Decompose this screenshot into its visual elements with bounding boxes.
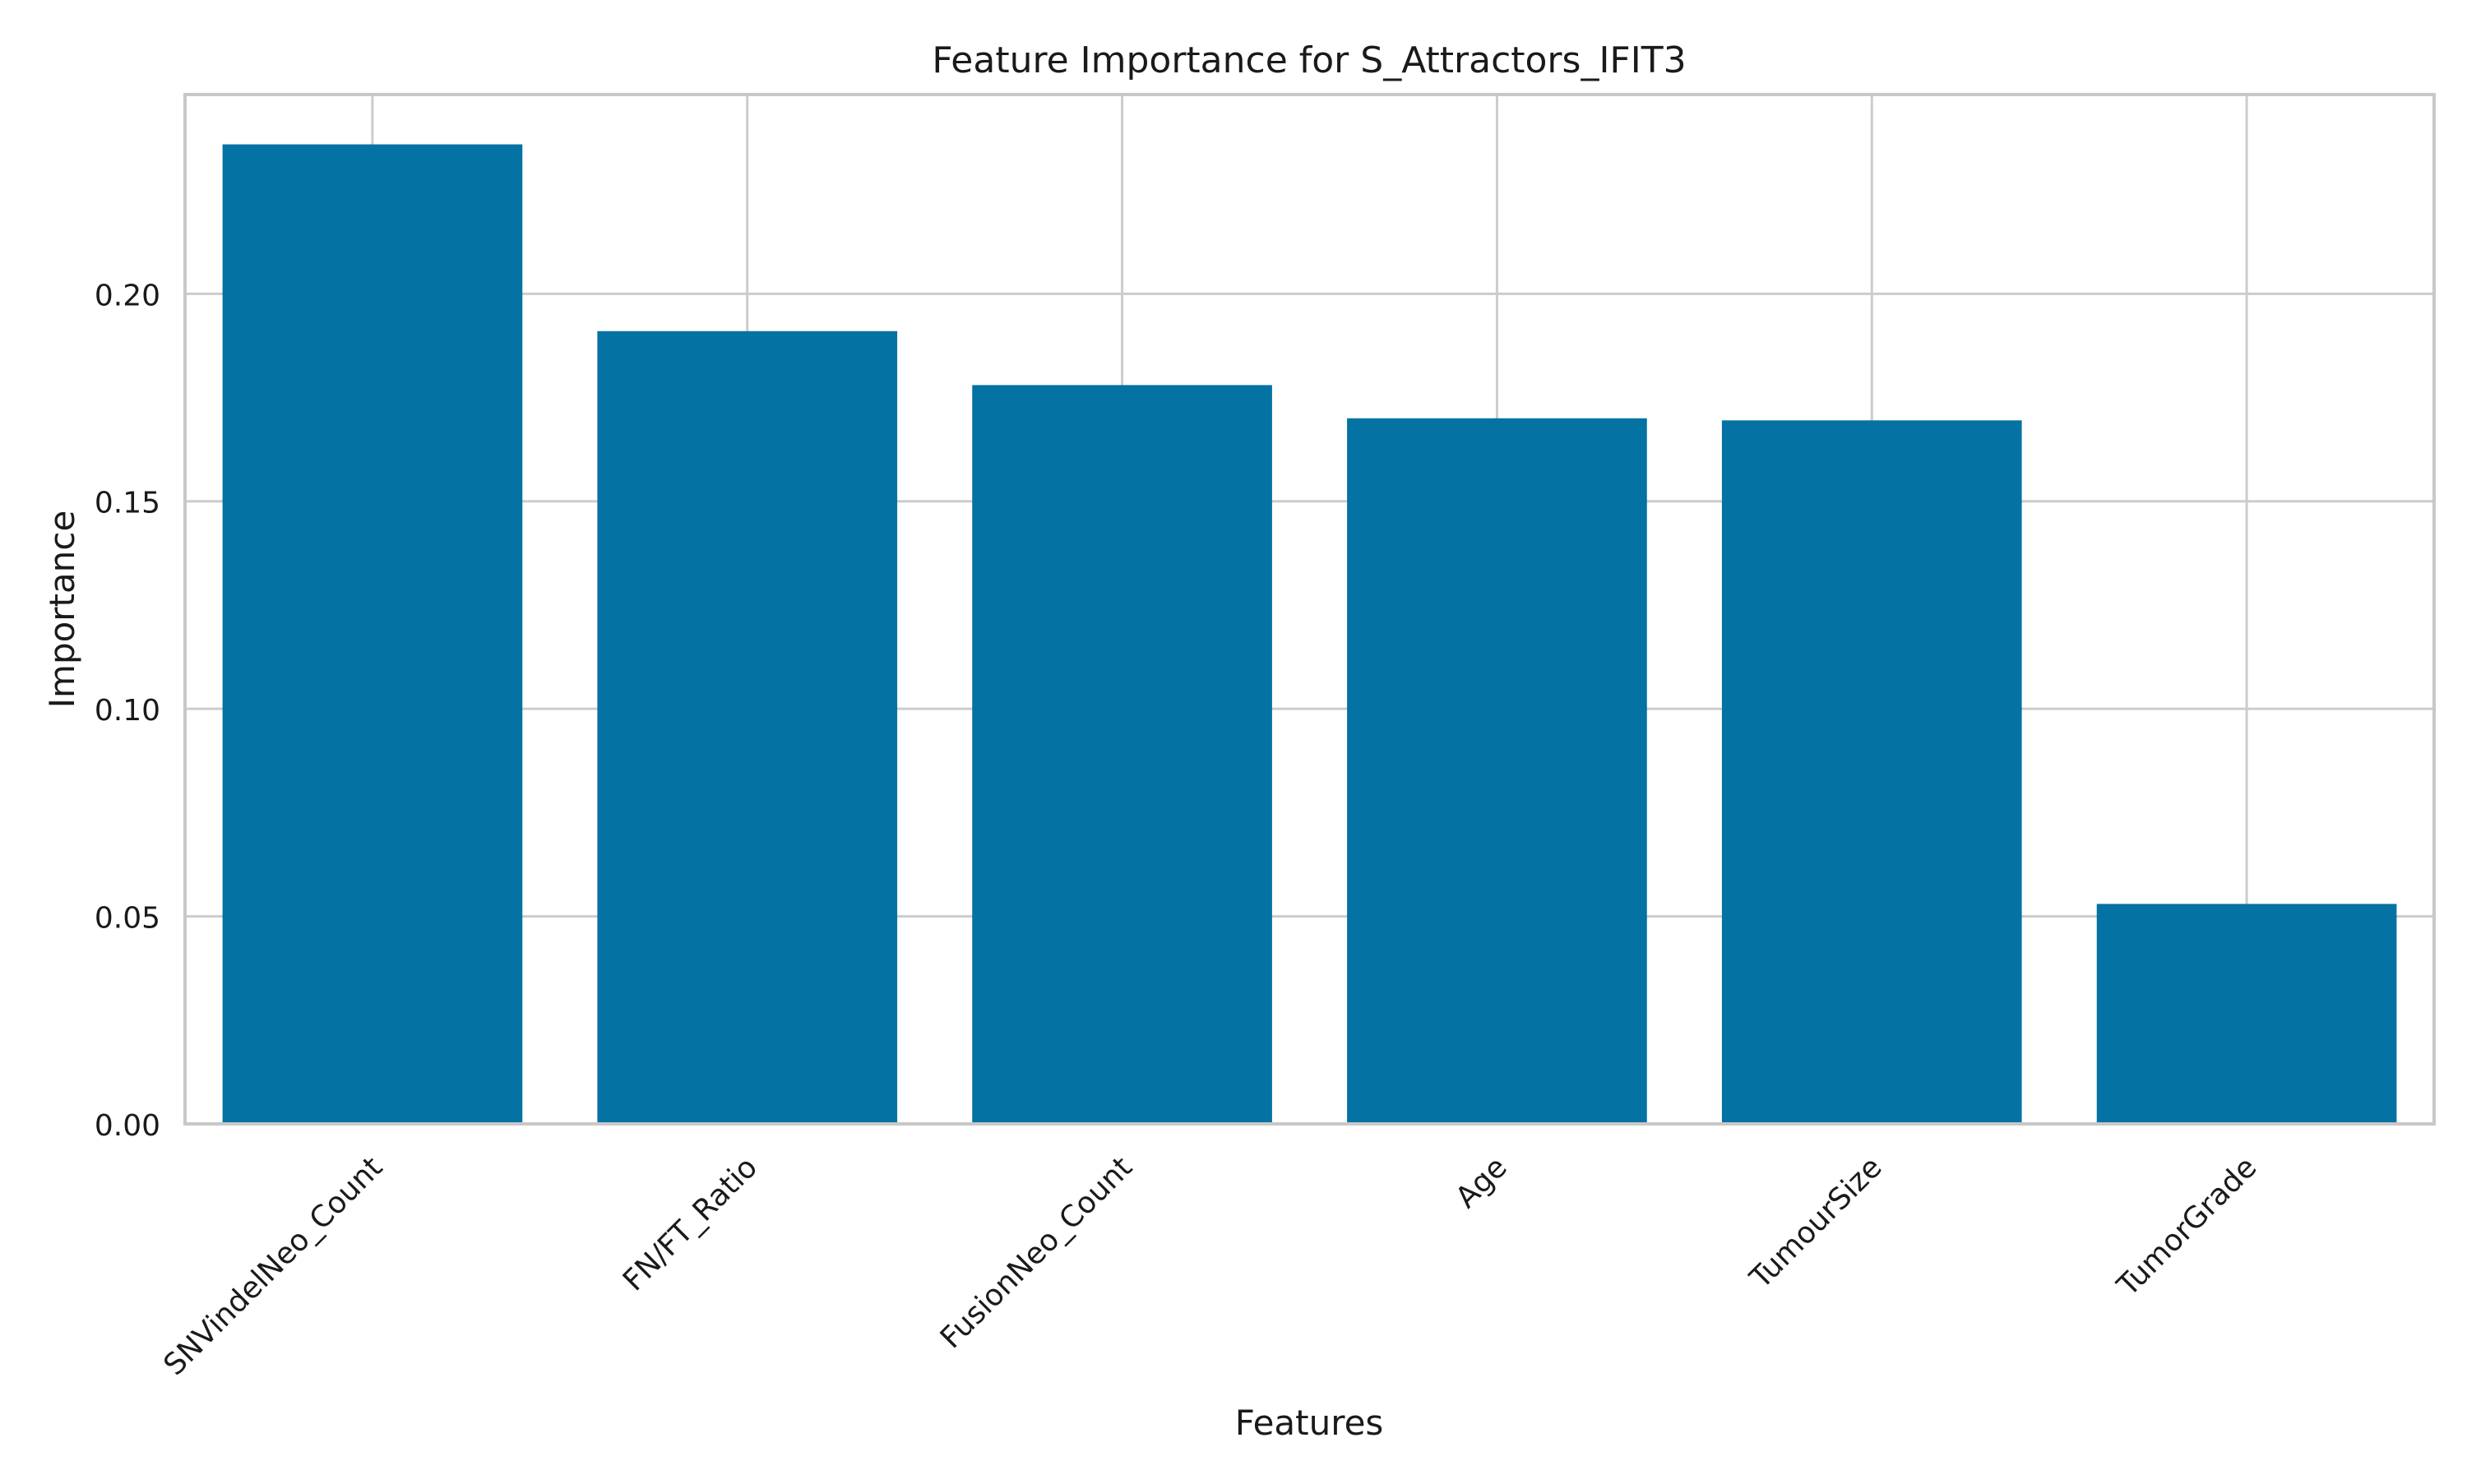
y-tick-label: 0.10 — [95, 694, 160, 728]
y-tick-label: 0.00 — [95, 1109, 160, 1143]
y-tick-label: 0.20 — [95, 279, 160, 312]
x-tick-label: TumourSize — [1743, 1150, 1889, 1296]
x-tick-labels: SNVindelNeo_Count FN/FT_Ratio FusionNeo_Co… — [158, 1150, 2264, 1382]
bars-layer — [222, 144, 2397, 1125]
y-tick-label: 0.15 — [95, 487, 160, 520]
x-axis-label: Features — [1235, 1403, 1384, 1443]
x-tick-label: Age — [1450, 1150, 1514, 1214]
bar-age — [1347, 418, 1647, 1125]
x-tick-label: SNVindelNeo_Count — [158, 1150, 390, 1382]
bar-tumoursize — [1721, 420, 2022, 1124]
y-axis-label: Importance — [42, 511, 82, 709]
bar-fusionneo-count — [972, 385, 1272, 1124]
bar-tumorgrade — [2096, 904, 2397, 1124]
x-tick-label: FusionNeo_Count — [934, 1150, 1139, 1355]
y-tick-label: 0.05 — [95, 902, 160, 936]
chart-title: Feature Importance for S_Attractors_IFIT… — [932, 39, 1686, 81]
bar-fn-ft-ratio — [597, 331, 898, 1124]
x-tick-label: TumorGrade — [2110, 1150, 2263, 1303]
x-tick-label: FN/FT_Ratio — [617, 1150, 764, 1297]
y-tick-labels: 0.00 0.05 0.10 0.15 0.20 — [95, 279, 160, 1143]
bar-snvindelneo-count — [222, 144, 523, 1124]
plot-frame — [183, 93, 2436, 1126]
